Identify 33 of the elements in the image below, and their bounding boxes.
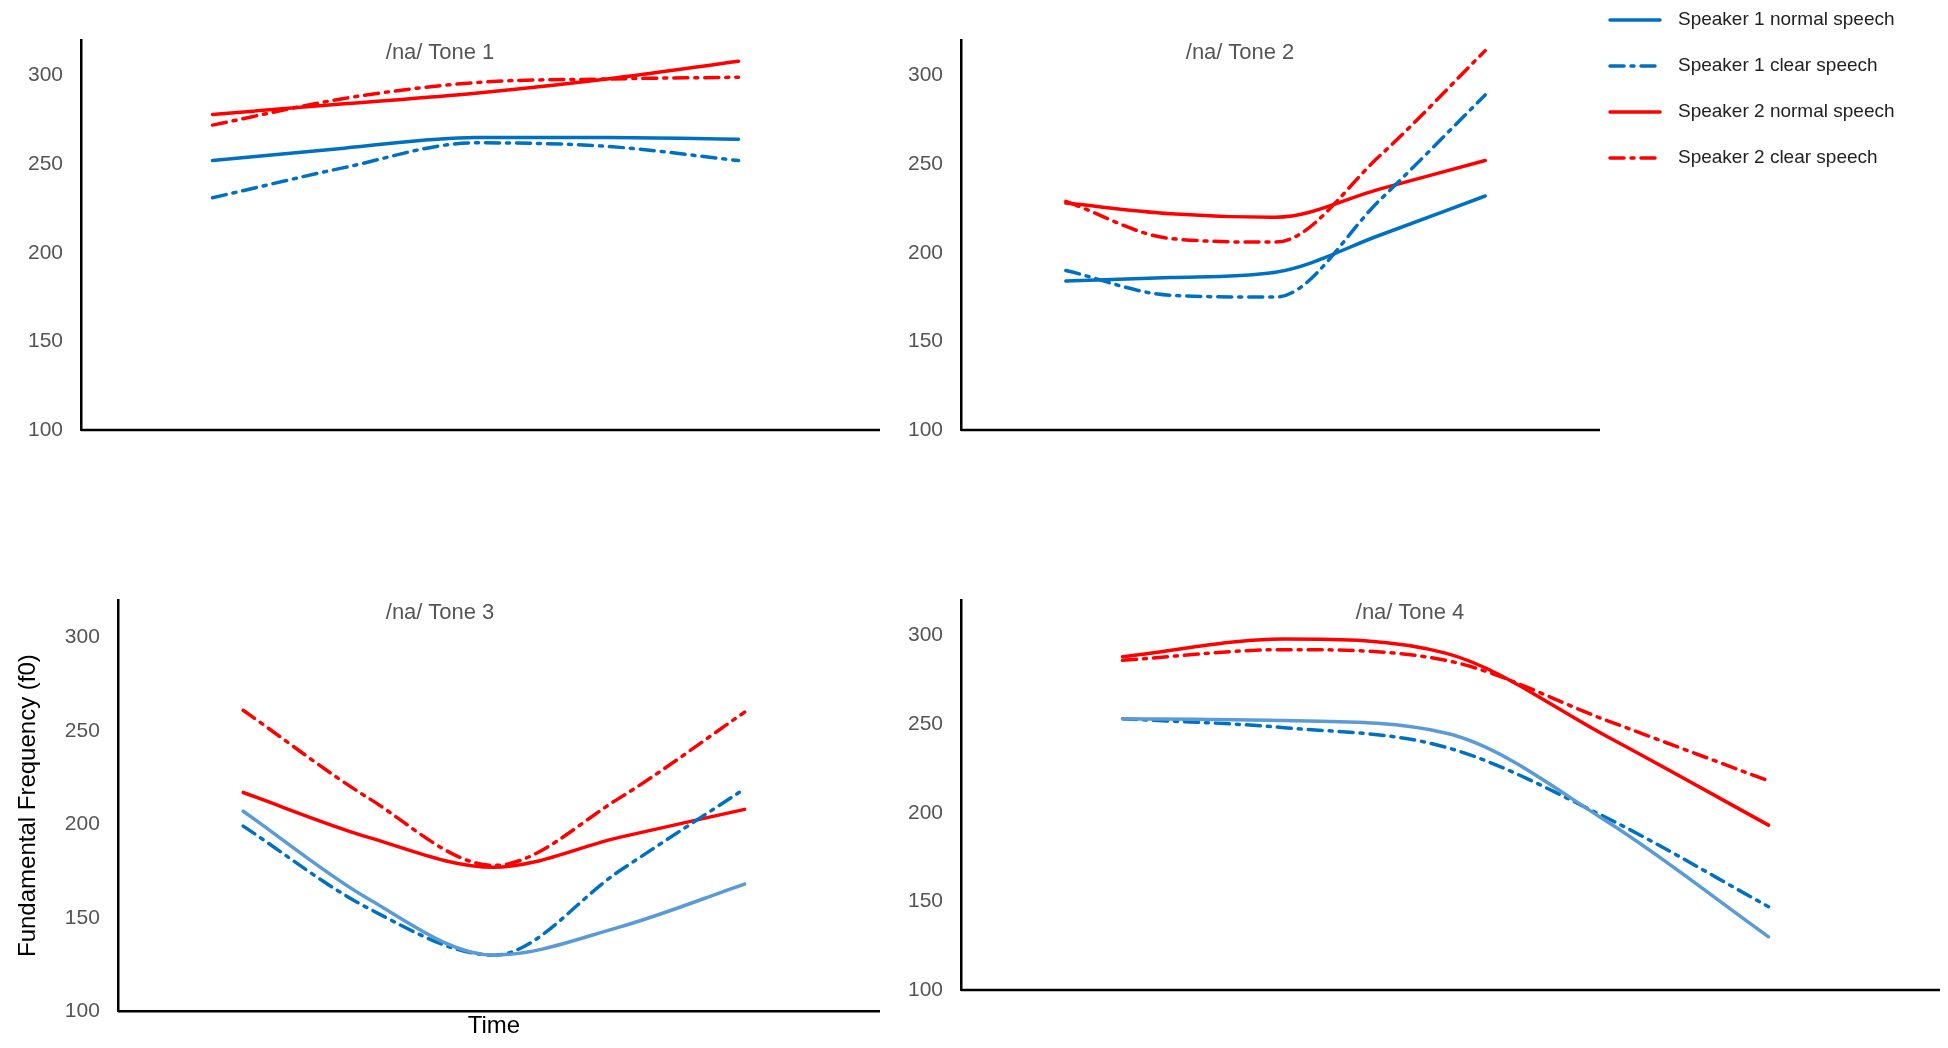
y-tick-label: 300 xyxy=(64,624,100,648)
y-tick-label: 250 xyxy=(907,150,944,174)
y-tick-label: 300 xyxy=(27,62,64,86)
y-tick-label: 250 xyxy=(27,150,64,174)
y-tick-label: 150 xyxy=(64,904,100,928)
legend-label: Speaker 1 normal speech xyxy=(1678,8,1895,30)
y-tick-label: 150 xyxy=(27,328,64,352)
y-axis-title: Fundamental Frequency (f0) xyxy=(13,654,41,958)
y-tick-label: 250 xyxy=(64,717,100,741)
y-tick-label: 100 xyxy=(907,976,944,1000)
y-tick-label: 250 xyxy=(907,710,944,734)
y-tick-label: 200 xyxy=(27,239,64,263)
legend-label: Speaker 1 clear speech xyxy=(1678,54,1878,76)
line-series xyxy=(1120,637,1771,827)
y-tick-label: 300 xyxy=(907,62,944,86)
y-tick-label: 100 xyxy=(907,416,944,440)
y-tick-label: 200 xyxy=(907,239,944,263)
y-tick-label: 150 xyxy=(907,888,944,912)
line-series xyxy=(1064,93,1487,299)
chart-title: /na/ Tone 1 xyxy=(385,39,495,65)
chart-title: /na/ Tone 4 xyxy=(1355,599,1465,625)
legend-label: Speaker 2 clear speech xyxy=(1678,146,1878,168)
x-axis-title: Time xyxy=(467,1010,521,1038)
y-tick-label: 200 xyxy=(907,799,944,823)
y-tick-label: 100 xyxy=(64,998,100,1021)
chart-title: /na/ Tone 3 xyxy=(385,599,495,625)
chart-title: /na/ Tone 2 xyxy=(1185,39,1295,65)
y-tick-label: 150 xyxy=(907,328,944,352)
y-tick-label: 200 xyxy=(64,811,100,835)
legend-label: Speaker 2 normal speech xyxy=(1678,100,1895,122)
y-tick-label: 100 xyxy=(27,416,64,440)
y-tick-label: 300 xyxy=(907,622,944,646)
line-series xyxy=(241,708,747,868)
